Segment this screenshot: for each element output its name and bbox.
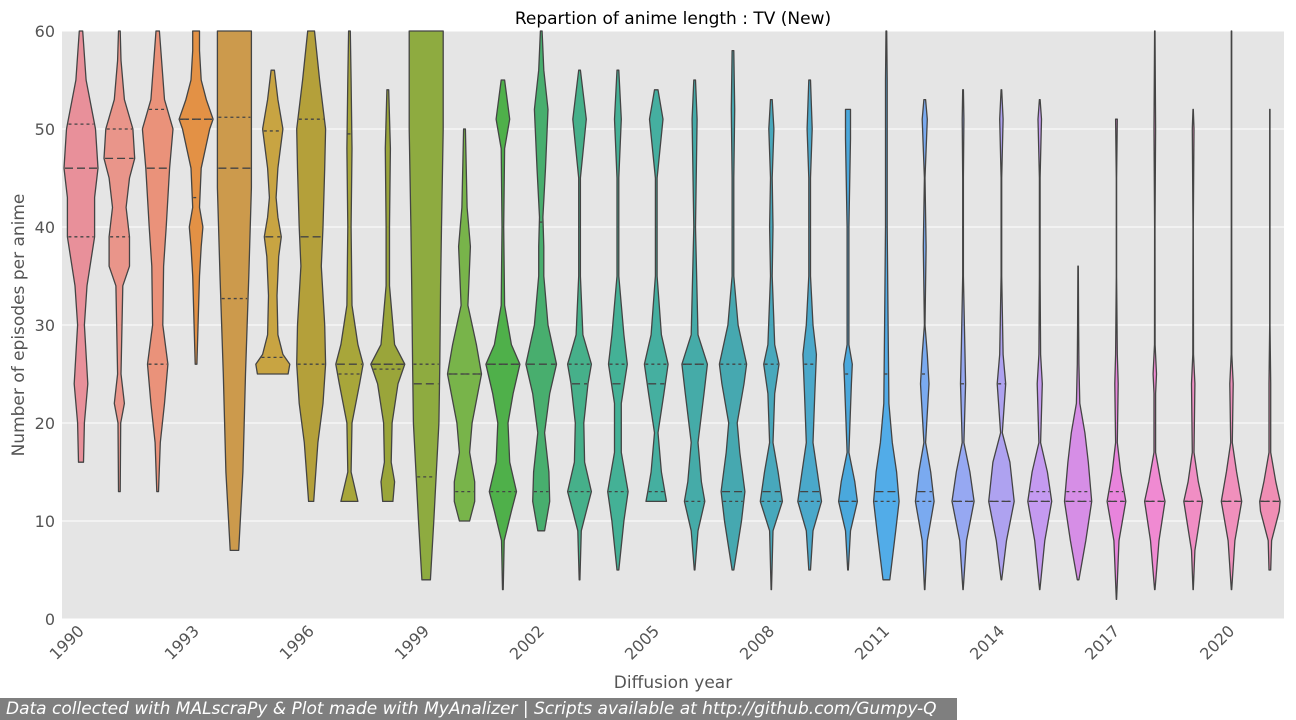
violin-body xyxy=(914,98,935,591)
violin xyxy=(988,89,1015,581)
violin-body xyxy=(1106,118,1127,601)
violin-body xyxy=(446,128,483,522)
violin xyxy=(446,128,483,522)
violin-body xyxy=(408,30,444,581)
violin xyxy=(525,30,558,532)
violin-body xyxy=(951,89,975,591)
violin-body xyxy=(370,89,406,503)
violin xyxy=(485,79,521,591)
violin-body xyxy=(1027,98,1053,591)
x-axis-title: Diffusion year xyxy=(614,673,732,693)
violin xyxy=(643,89,669,503)
x-tick-label: 2014 xyxy=(966,621,1008,663)
violin-body xyxy=(63,30,99,463)
y-tick-label: 50 xyxy=(35,120,55,139)
chart-title: Repartion of anime length : TV (New) xyxy=(515,9,831,29)
violin xyxy=(103,30,136,493)
violin xyxy=(759,98,784,591)
violin-body xyxy=(837,108,859,571)
violin xyxy=(216,30,253,552)
violin-body xyxy=(485,79,521,591)
violin-body xyxy=(643,89,669,503)
violin xyxy=(951,89,975,591)
violin-body xyxy=(1259,108,1281,571)
violin xyxy=(872,30,900,581)
violin xyxy=(141,30,174,493)
violin xyxy=(1259,108,1281,571)
violin-body xyxy=(797,79,823,571)
violin xyxy=(335,30,364,503)
violin xyxy=(1143,30,1166,591)
x-tick-label: 1996 xyxy=(276,621,318,663)
violin xyxy=(607,69,629,571)
violin-body xyxy=(335,30,364,503)
y-axis-title: Number of episodes per anime xyxy=(9,194,29,457)
violin-body xyxy=(255,69,291,375)
x-tick-label: 2017 xyxy=(1081,621,1123,663)
violin-body xyxy=(681,79,709,571)
violin-body xyxy=(103,30,136,493)
x-tick-label: 1993 xyxy=(161,621,203,663)
violin-body xyxy=(607,69,629,571)
grid-lines xyxy=(62,30,1284,620)
y-tick-label: 20 xyxy=(35,414,55,433)
y-axis-ticks: 0 10 20 30 40 50 60 xyxy=(35,22,55,629)
y-tick-label: 30 xyxy=(35,316,55,335)
y-tick-label: 0 xyxy=(45,610,55,629)
x-tick-label: 2008 xyxy=(736,621,778,663)
violin xyxy=(296,30,327,503)
violin-body xyxy=(566,69,593,581)
violin xyxy=(1183,108,1204,591)
violin-body xyxy=(1183,108,1204,591)
violin xyxy=(914,98,935,591)
violin xyxy=(1063,265,1093,581)
violin xyxy=(797,79,823,571)
violin-body xyxy=(759,98,784,591)
violin xyxy=(178,30,214,365)
violin xyxy=(681,79,709,571)
violin xyxy=(718,49,748,571)
violin xyxy=(1027,98,1053,591)
footer-credit: Data collected with MALscraPy & Plot mad… xyxy=(0,698,957,720)
violin-body xyxy=(872,30,900,581)
y-tick-label: 10 xyxy=(35,512,55,531)
violin-body xyxy=(1220,30,1243,591)
violin-body xyxy=(525,30,558,532)
x-tick-label: 2011 xyxy=(851,621,893,663)
x-tick-label: 1999 xyxy=(391,621,433,663)
violin-body xyxy=(141,30,174,493)
violin-body xyxy=(296,30,327,503)
x-tick-label: 2020 xyxy=(1196,621,1238,663)
violin xyxy=(370,89,406,503)
x-axis-ticks: 1990 1993 1996 1999 2002 2005 2008 2011 2014 2017… xyxy=(46,621,1239,663)
violin-body xyxy=(718,49,748,571)
violin xyxy=(837,108,859,571)
y-tick-label: 60 xyxy=(35,22,55,41)
violin xyxy=(255,69,291,375)
violin-body xyxy=(216,30,253,552)
violin xyxy=(63,30,99,463)
violin-body xyxy=(988,89,1015,581)
violins-group xyxy=(63,30,1281,601)
x-tick-label: 2002 xyxy=(506,621,548,663)
violin xyxy=(1106,118,1127,601)
violin xyxy=(408,30,444,581)
violin-body xyxy=(1143,30,1166,591)
x-tick-label: 2005 xyxy=(621,621,663,663)
violin xyxy=(566,69,593,581)
y-tick-label: 40 xyxy=(35,218,55,237)
violin xyxy=(1220,30,1243,591)
